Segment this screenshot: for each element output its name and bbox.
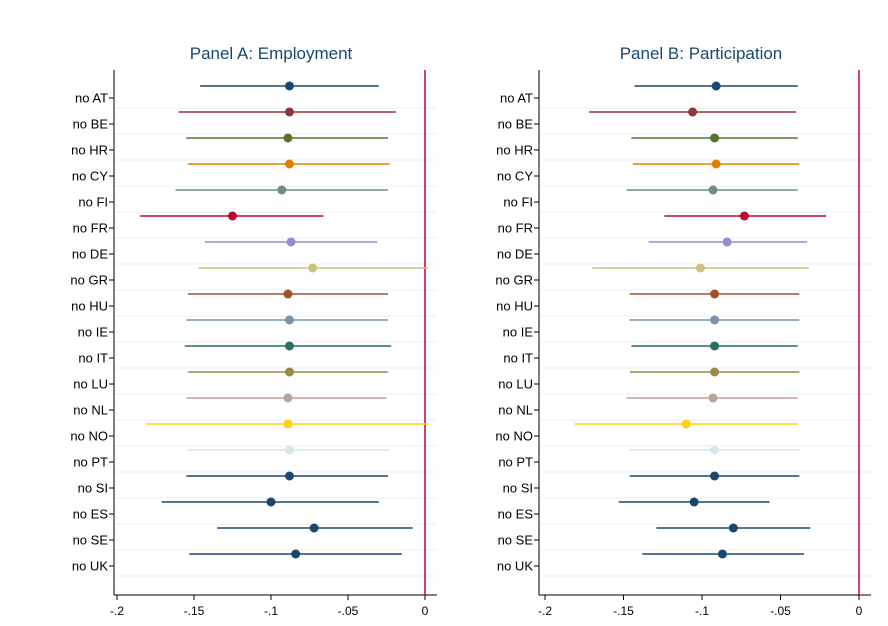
participation-row-label: no FI — [503, 195, 533, 210]
employment-point-estimate — [284, 341, 294, 351]
employment-row-label: no IE — [78, 325, 109, 340]
employment-row-label: no NL — [73, 403, 108, 418]
participation-point-estimate — [695, 263, 705, 273]
employment-point-estimate — [308, 263, 318, 273]
employment-point-estimate — [283, 393, 293, 403]
participation-point-estimate — [710, 133, 720, 143]
employment-row-label: no ES — [73, 507, 109, 522]
employment-row-label: no PT — [73, 455, 108, 470]
employment-point-estimate — [291, 549, 301, 559]
participation-point-estimate — [710, 289, 720, 299]
participation-row-label: no PT — [498, 455, 533, 470]
participation-row-label: no NO — [495, 429, 533, 444]
participation-x-tick-label: -.15 — [613, 604, 634, 618]
employment-x-tick-label: -.1 — [264, 604, 278, 618]
employment-row-label: no CY — [72, 169, 108, 184]
participation-row-label: no GR — [495, 273, 533, 288]
employment-x-tick-label: -.05 — [338, 604, 359, 618]
participation-point-estimate — [710, 315, 720, 325]
employment-point-estimate — [284, 81, 294, 91]
employment-row-label: no LU — [73, 377, 108, 392]
participation-point-estimate — [710, 471, 720, 481]
participation-point-estimate — [708, 393, 718, 403]
employment-row-label: no FI — [78, 195, 108, 210]
employment-x-tick-label: 0 — [422, 604, 429, 618]
employment-row-label: no IT — [78, 351, 108, 366]
employment-row-label: no SE — [73, 533, 109, 548]
employment-point-estimate — [284, 315, 294, 325]
participation-row-label: no FR — [498, 221, 533, 236]
employment-point-estimate — [284, 159, 294, 169]
participation-point-estimate — [710, 367, 720, 377]
participation-row-label: no ES — [498, 507, 534, 522]
participation-row-label: no HR — [496, 143, 533, 158]
participation-row-label: no HU — [496, 299, 533, 314]
employment-row-label: no GR — [70, 273, 108, 288]
participation-point-estimate — [708, 185, 718, 195]
employment-point-estimate — [283, 419, 293, 429]
participation-point-estimate — [722, 237, 732, 247]
participation-row-label: no SI — [503, 481, 533, 496]
participation-point-estimate — [681, 419, 691, 429]
participation-row-label: no IE — [503, 325, 534, 340]
participation-row-label: no AT — [500, 91, 533, 106]
employment-point-estimate — [277, 185, 287, 195]
participation-row-label: no LU — [498, 377, 533, 392]
employment-point-estimate — [228, 211, 237, 221]
participation-x-tick-label: -.05 — [770, 604, 791, 618]
employment-point-estimate — [284, 367, 294, 377]
employment-row-label: no BE — [73, 117, 109, 132]
participation-x-tick-label: -.1 — [695, 604, 709, 618]
participation-point-estimate — [717, 549, 727, 559]
participation-point-estimate — [739, 211, 749, 221]
employment-point-estimate — [284, 445, 294, 455]
participation-row-label: no BE — [498, 117, 534, 132]
employment-point-estimate — [284, 471, 294, 481]
participation-row-label: no CY — [497, 169, 533, 184]
participation-point-estimate — [728, 523, 738, 533]
panel-employment: Panel A: Employment no AT no BE no HR no CY… — [70, 44, 437, 618]
employment-x-tick-label: -.2 — [110, 604, 124, 618]
panel-participation-title: Panel B: Participation — [620, 44, 783, 63]
employment-point-estimate — [309, 523, 319, 533]
participation-x-tick-label: 0 — [856, 604, 863, 618]
employment-point-estimate — [283, 133, 293, 143]
employment-point-estimate — [266, 497, 276, 507]
employment-row-label: no SI — [78, 481, 108, 496]
participation-point-estimate — [688, 107, 698, 117]
employment-row-label: no UK — [72, 559, 108, 574]
participation-point-estimate — [711, 159, 721, 169]
participation-row-label: no SE — [498, 533, 534, 548]
participation-point-estimate — [710, 341, 720, 351]
participation-point-estimate — [710, 445, 720, 455]
participation-x-tick-label: -.2 — [538, 604, 552, 618]
employment-x-tick-label: -.15 — [184, 604, 205, 618]
participation-point-estimate — [711, 81, 721, 91]
panel-employment-title: Panel A: Employment — [190, 44, 353, 63]
participation-row-label: no DE — [497, 247, 533, 262]
employment-row-label: no NO — [70, 429, 108, 444]
employment-point-estimate — [284, 107, 294, 117]
employment-row-label: no HR — [71, 143, 108, 158]
participation-row-label: no NL — [498, 403, 533, 418]
participation-row-label: no IT — [503, 351, 533, 366]
panel-participation: Panel B: Participation no AT no BE no HR no… — [495, 44, 871, 618]
employment-row-label: no FR — [73, 221, 108, 236]
employment-row-label: no HU — [71, 299, 108, 314]
employment-row-label: no DE — [72, 247, 108, 262]
employment-row-label: no AT — [75, 91, 108, 106]
participation-row-label: no UK — [497, 559, 533, 574]
employment-point-estimate — [286, 237, 296, 247]
participation-point-estimate — [689, 497, 699, 507]
employment-point-estimate — [283, 289, 293, 299]
